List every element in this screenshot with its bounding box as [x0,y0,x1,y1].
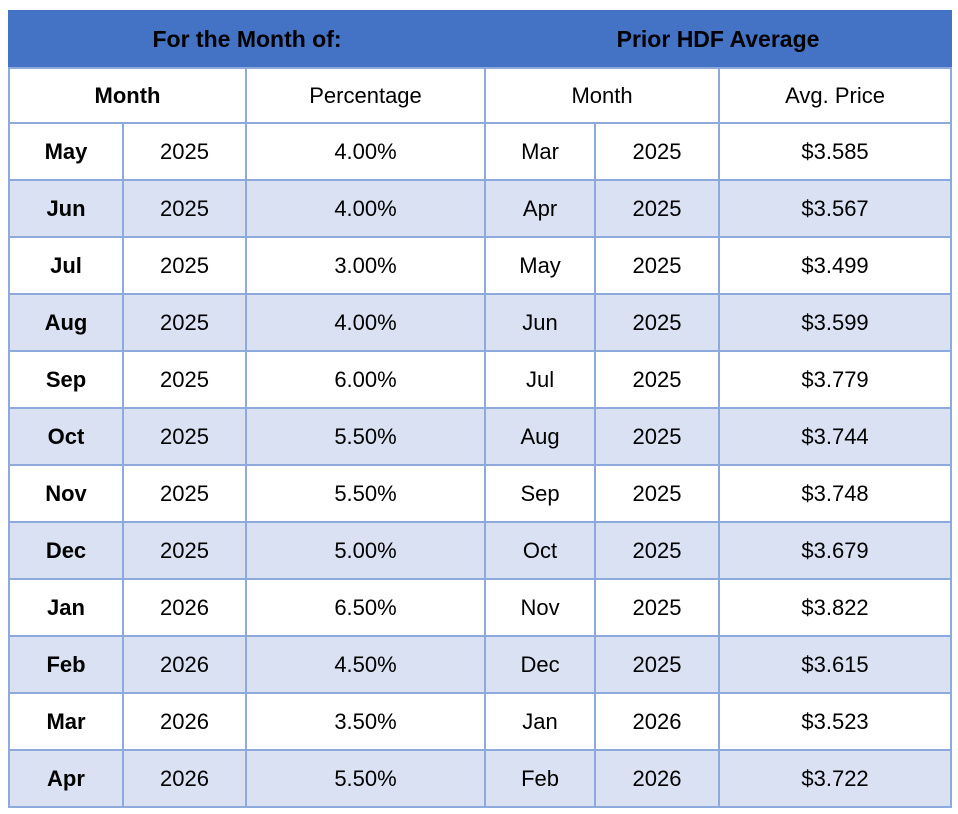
cell-percentage: 5.50% [244,749,487,808]
cell-avg-price: $3.744 [718,407,953,466]
cell-avg-price: $3.523 [718,692,953,751]
cell-month: Mar [8,692,124,751]
cell-percentage: 3.50% [244,692,487,751]
cell-prior-year: 2025 [594,122,721,181]
cell-year: 2025 [122,179,247,238]
cell-percentage: 4.00% [244,122,487,181]
cell-avg-price: $3.748 [718,464,953,523]
cell-year: 2025 [122,122,247,181]
cell-year: 2026 [122,749,247,808]
cell-prior-year: 2025 [594,464,721,523]
cell-prior-year: 2025 [594,407,721,466]
column-header-month: Month [8,67,247,124]
table-row: May 2025 4.00% Mar 2025 $3.585 [8,122,953,181]
cell-avg-price: $3.585 [718,122,953,181]
cell-year: 2025 [122,236,247,295]
cell-prior-month: Dec [484,635,597,694]
cell-percentage: 6.50% [244,578,487,637]
column-header-avg-price: Avg. Price [718,67,953,124]
cell-prior-month: Sep [484,464,597,523]
cell-prior-month: Nov [484,578,597,637]
cell-prior-year: 2025 [594,179,721,238]
cell-prior-year: 2025 [594,236,721,295]
left-section-title: For the Month of: [7,10,487,69]
cell-percentage: 5.50% [244,407,487,466]
table-row: Jul 2025 3.00% May 2025 $3.499 [8,236,953,295]
cell-avg-price: $3.679 [718,521,953,580]
table-row: Mar 2026 3.50% Jan 2026 $3.523 [8,692,953,751]
cell-year: 2026 [122,635,247,694]
table-row: Nov 2025 5.50% Sep 2025 $3.748 [8,464,953,523]
column-header-row: Month Percentage Month Avg. Price [8,67,953,124]
cell-prior-month: Feb [484,749,597,808]
cell-year: 2025 [122,464,247,523]
cell-percentage: 6.00% [244,350,487,409]
cell-percentage: 5.50% [244,464,487,523]
cell-percentage: 4.00% [244,293,487,352]
cell-prior-month: Apr [484,179,597,238]
cell-year: 2026 [122,578,247,637]
cell-month: Dec [8,521,124,580]
cell-prior-year: 2025 [594,350,721,409]
cell-avg-price: $3.722 [718,749,953,808]
cell-prior-month: Oct [484,521,597,580]
cell-month: May [8,122,124,181]
cell-avg-price: $3.822 [718,578,953,637]
cell-month: Aug [8,293,124,352]
table-row: Oct 2025 5.50% Aug 2025 $3.744 [8,407,953,466]
table-row: Dec 2025 5.00% Oct 2025 $3.679 [8,521,953,580]
cell-prior-year: 2026 [594,692,721,751]
cell-month: Jun [8,179,124,238]
cell-avg-price: $3.499 [718,236,953,295]
cell-prior-month: May [484,236,597,295]
cell-year: 2025 [122,407,247,466]
cell-month: Sep [8,350,124,409]
table-row: Jun 2025 4.00% Apr 2025 $3.567 [8,179,953,238]
cell-prior-year: 2025 [594,521,721,580]
table-body: May 2025 4.00% Mar 2025 $3.585 Jun 2025 4.00% Apr… [8,122,953,808]
cell-year: 2026 [122,692,247,751]
title-row: For the Month of: Prior HDF Average [7,10,953,69]
cell-prior-year: 2026 [594,749,721,808]
cell-prior-month: Jun [484,293,597,352]
cell-month: Jul [8,236,124,295]
column-header-percentage: Percentage [244,67,487,124]
table-row: Aug 2025 4.00% Jun 2025 $3.599 [8,293,953,352]
column-header-prior-month: Month [484,67,721,124]
cell-month: Jan [8,578,124,637]
table-row: Apr 2026 5.50% Feb 2026 $3.722 [8,749,953,808]
table-row: Feb 2026 4.50% Dec 2025 $3.615 [8,635,953,694]
cell-prior-month: Jan [484,692,597,751]
hdf-forecast-table-container: For the Month of: Prior HDF Average Mont… [7,10,953,808]
cell-percentage: 4.50% [244,635,487,694]
cell-year: 2025 [122,521,247,580]
cell-month: Feb [8,635,124,694]
cell-avg-price: $3.567 [718,179,953,238]
cell-avg-price: $3.779 [718,350,953,409]
cell-month: Oct [8,407,124,466]
cell-year: 2025 [122,350,247,409]
cell-percentage: 5.00% [244,521,487,580]
cell-month: Nov [8,464,124,523]
cell-year: 2025 [122,293,247,352]
table-row: Jan 2026 6.50% Nov 2025 $3.822 [8,578,953,637]
hdf-forecast-table: For the Month of: Prior HDF Average Mont… [7,10,953,808]
cell-percentage: 4.00% [244,179,487,238]
cell-prior-month: Aug [484,407,597,466]
cell-percentage: 3.00% [244,236,487,295]
right-section-title: Prior HDF Average [484,10,953,69]
cell-prior-month: Mar [484,122,597,181]
cell-prior-year: 2025 [594,293,721,352]
cell-prior-year: 2025 [594,578,721,637]
cell-avg-price: $3.599 [718,293,953,352]
cell-avg-price: $3.615 [718,635,953,694]
table-row: Sep 2025 6.00% Jul 2025 $3.779 [8,350,953,409]
cell-prior-month: Jul [484,350,597,409]
cell-prior-year: 2025 [594,635,721,694]
cell-month: Apr [8,749,124,808]
